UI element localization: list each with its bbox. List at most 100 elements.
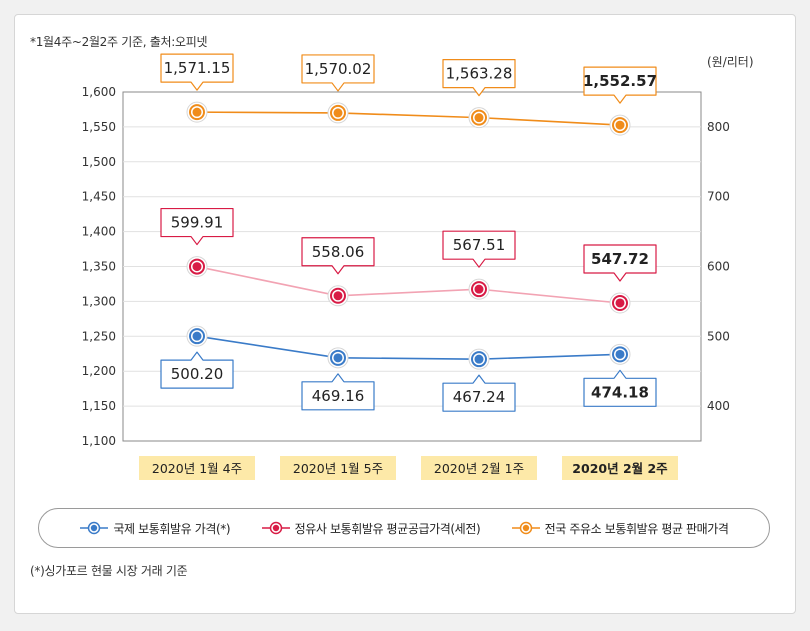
left-tick-label: 1,250 bbox=[82, 329, 116, 343]
data-label-text: 547.72 bbox=[591, 250, 649, 268]
data-label-box bbox=[583, 66, 657, 104]
legend-item-international: 국제 보통휘발유 가격(*) bbox=[79, 520, 231, 537]
data-label: 1,570.02 bbox=[301, 54, 375, 92]
category-label: 2020년 2월 1주 bbox=[421, 456, 537, 480]
legend-marker-icon bbox=[80, 521, 109, 535]
legend-item-refinery: 정유사 보통휘발유 평균공급가격(세전) bbox=[261, 520, 481, 537]
data-label-box bbox=[442, 230, 516, 268]
series-line bbox=[196, 335, 621, 360]
source-note: *1월4주~2월2주 기준, 출처:오피넷 bbox=[30, 35, 208, 49]
category-label-bg bbox=[139, 456, 255, 480]
legend: 국제 보통휘발유 가격(*) 정유사 보통휘발유 평균공급가격(세전) 전국 주… bbox=[38, 508, 770, 548]
category-label-text: 2020년 2월 2주 bbox=[572, 461, 668, 476]
data-label: 1,571.15 bbox=[160, 53, 234, 91]
data-label: 558.06 bbox=[301, 237, 375, 275]
data-label-box bbox=[160, 207, 234, 246]
right-axis-unit: (원/리터) bbox=[707, 55, 754, 69]
data-label-text: 1,570.02 bbox=[305, 60, 372, 78]
series-line bbox=[196, 111, 621, 126]
category-label-bg bbox=[562, 456, 678, 480]
left-tick-label: 1,100 bbox=[82, 434, 116, 448]
data-point: 1,571.15 bbox=[160, 53, 234, 123]
data-label-box bbox=[301, 237, 375, 275]
left-tick-label: 1,150 bbox=[82, 399, 116, 413]
data-label-text: 1,552.57 bbox=[583, 72, 657, 90]
left-tick-label: 1,550 bbox=[82, 120, 116, 134]
series-line bbox=[196, 265, 621, 304]
legend-label: 전국 주유소 보통휘발유 평균 판매가격 bbox=[544, 521, 729, 536]
data-label: 567.51 bbox=[442, 230, 516, 268]
left-tick-label: 1,200 bbox=[82, 364, 116, 378]
data-point-dot bbox=[615, 349, 625, 359]
category-label-bg bbox=[280, 456, 396, 480]
data-label-text: 467.24 bbox=[453, 388, 506, 406]
footnote: (*)싱가포르 현물 시장 거래 기준 bbox=[30, 564, 188, 578]
data-point-dot bbox=[333, 108, 343, 118]
right-tick-label: 700 bbox=[707, 190, 730, 204]
legend-label: 정유사 보통휘발유 평균공급가격(세전) bbox=[294, 521, 481, 536]
data-point: 474.18 bbox=[583, 343, 657, 407]
data-label-box bbox=[160, 351, 234, 389]
data-point-dot bbox=[333, 353, 343, 363]
data-point-dot bbox=[474, 354, 484, 364]
legend-marker-icon bbox=[511, 521, 540, 535]
data-label-text: 567.51 bbox=[453, 236, 506, 254]
data-label: 467.24 bbox=[442, 374, 516, 412]
legend-label: 국제 보통휘발유 가격(*) bbox=[113, 521, 231, 536]
line-chart: 1,100 1,150 1,200 1,250 1,300 1,350 1,400 1,450… bbox=[82, 53, 730, 480]
category-label-text: 2020년 1월 4주 bbox=[152, 461, 242, 476]
right-tick-label: 400 bbox=[707, 399, 730, 413]
data-point: 467.24 bbox=[442, 348, 516, 412]
left-tick-label: 1,600 bbox=[82, 85, 116, 99]
data-label-box bbox=[160, 53, 234, 91]
data-point: 567.51 bbox=[442, 230, 516, 300]
data-point-dot bbox=[192, 262, 202, 272]
data-label-box bbox=[301, 54, 375, 92]
data-point: 1,552.57 bbox=[583, 66, 657, 136]
data-point: 547.72 bbox=[583, 244, 657, 314]
data-point-dot bbox=[474, 284, 484, 294]
data-point-dot bbox=[615, 120, 625, 130]
right-tick-label: 500 bbox=[707, 329, 730, 343]
legend-marker-icon bbox=[261, 521, 290, 535]
data-point: 500.20 bbox=[160, 325, 234, 389]
data-label: 1,563.28 bbox=[442, 59, 516, 97]
legend-item-station: 전국 주유소 보통휘발유 평균 판매가격 bbox=[511, 520, 729, 537]
data-point-dot bbox=[192, 331, 202, 341]
left-tick-label: 1,400 bbox=[82, 225, 116, 239]
data-label-text: 474.18 bbox=[591, 383, 649, 401]
data-label-box bbox=[583, 244, 657, 282]
data-label-text: 1,571.15 bbox=[164, 59, 231, 77]
data-label: 599.91 bbox=[160, 207, 234, 246]
data-point-dot bbox=[192, 107, 202, 117]
data-label: 500.20 bbox=[160, 351, 234, 389]
left-tick-label: 1,300 bbox=[82, 294, 116, 308]
category-label-bg bbox=[421, 456, 537, 480]
data-label: 547.72 bbox=[583, 244, 657, 282]
data-label-box bbox=[442, 374, 516, 412]
data-label: 469.16 bbox=[301, 373, 375, 411]
data-label-box bbox=[301, 373, 375, 411]
data-point: 1,563.28 bbox=[442, 59, 516, 129]
data-label-text: 500.20 bbox=[171, 365, 224, 383]
data-point: 469.16 bbox=[301, 347, 375, 411]
data-point-dot bbox=[474, 113, 484, 123]
left-tick-label: 1,450 bbox=[82, 190, 116, 204]
data-label-text: 599.91 bbox=[171, 214, 224, 232]
left-tick-label: 1,500 bbox=[82, 155, 116, 169]
data-label: 474.18 bbox=[583, 369, 657, 407]
data-point-dot bbox=[333, 291, 343, 301]
data-point: 599.91 bbox=[160, 207, 234, 278]
data-point: 558.06 bbox=[301, 237, 375, 307]
right-tick-label: 600 bbox=[707, 260, 730, 274]
data-point: 1,570.02 bbox=[301, 54, 375, 124]
left-tick-label: 1,350 bbox=[82, 260, 116, 274]
data-point-dot bbox=[615, 298, 625, 308]
category-label: 2020년 1월 5주 bbox=[280, 456, 396, 480]
data-label: 1,552.57 bbox=[583, 66, 657, 104]
data-label-box bbox=[583, 369, 657, 407]
right-tick-label: 800 bbox=[707, 120, 730, 134]
category-label-text: 2020년 1월 5주 bbox=[293, 461, 383, 476]
data-label-text: 1,563.28 bbox=[446, 65, 513, 83]
data-label-box bbox=[442, 59, 516, 97]
